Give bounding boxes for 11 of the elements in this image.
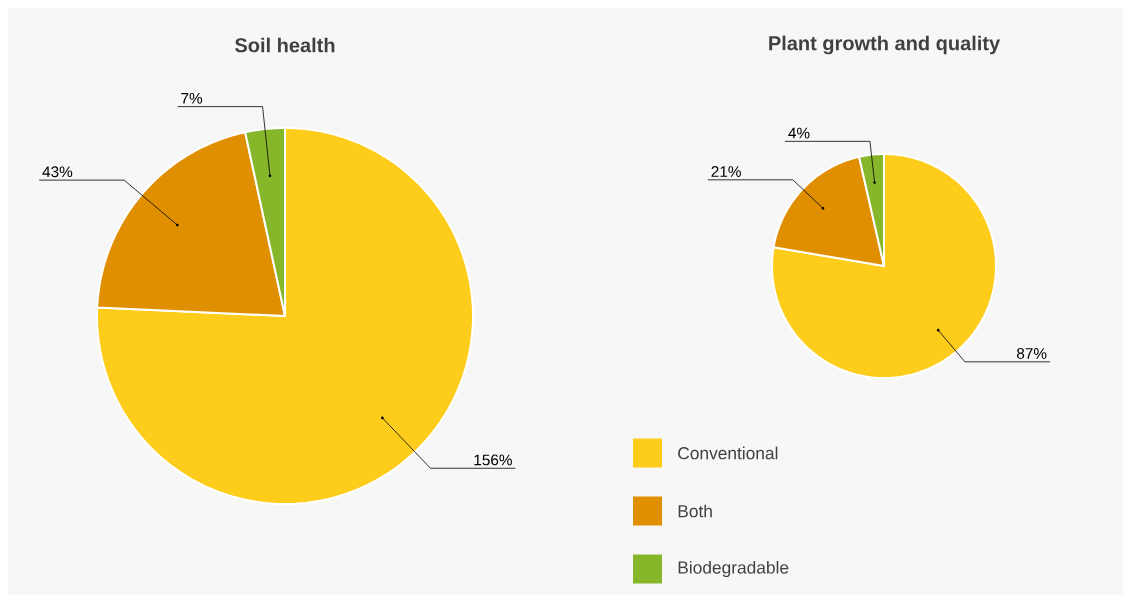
chart-title: Plant growth and quality — [769, 35, 1001, 55]
data-label: 7% — [181, 92, 203, 104]
data-label: 156% — [474, 454, 512, 466]
data-label: 87% — [1016, 348, 1047, 359]
legend-label: Both — [678, 504, 712, 518]
data-label: 21% — [711, 166, 741, 177]
legend-label: Biodegradable — [678, 560, 789, 578]
chart-title: Soil health — [235, 37, 335, 53]
data-label: 4% — [788, 127, 810, 139]
legend-label: Conventional — [678, 446, 778, 460]
data-label: 43% — [42, 166, 73, 178]
